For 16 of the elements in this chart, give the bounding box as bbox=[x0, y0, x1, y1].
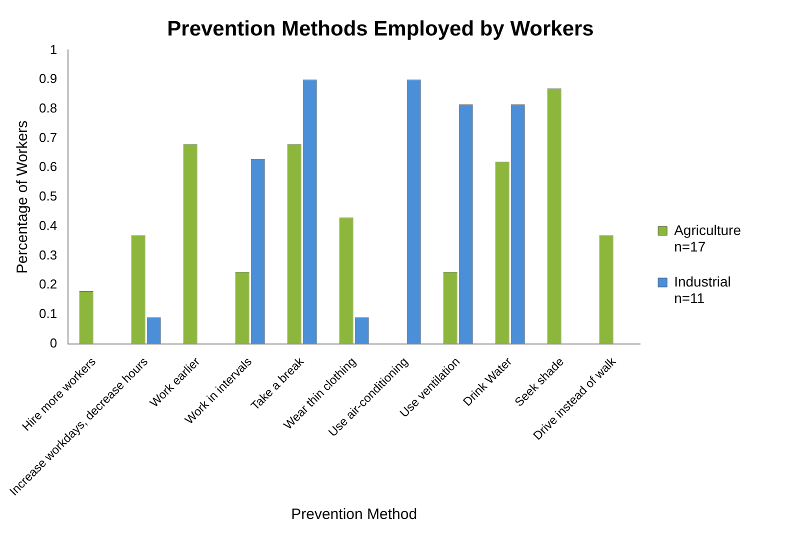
x-axis-title: Prevention Method bbox=[291, 506, 418, 524]
legend-label: Industrial n=11 bbox=[674, 273, 731, 306]
y-tick-label: 0.6 bbox=[38, 159, 58, 174]
y-axis-title: Percentage of Workers bbox=[14, 120, 32, 274]
y-tick-label: 0.8 bbox=[38, 100, 58, 116]
y-tick-label: 0 bbox=[50, 335, 58, 350]
y-tick-label: 0.5 bbox=[38, 188, 58, 204]
legend-label: Agriculture n=17 bbox=[674, 222, 742, 255]
y-tick-label: 0.2 bbox=[38, 276, 58, 292]
y-tick-label: 1 bbox=[50, 42, 58, 57]
y-tick-label: 0.7 bbox=[38, 130, 58, 145]
y-tick-label: 0.1 bbox=[38, 306, 58, 322]
y-tick-label: 0.3 bbox=[38, 247, 58, 262]
y-tick-label: 0.4 bbox=[38, 218, 58, 233]
chart-title: Prevention Methods Employed by Workers bbox=[167, 17, 594, 40]
y-tick-label: 0.9 bbox=[38, 71, 58, 86]
